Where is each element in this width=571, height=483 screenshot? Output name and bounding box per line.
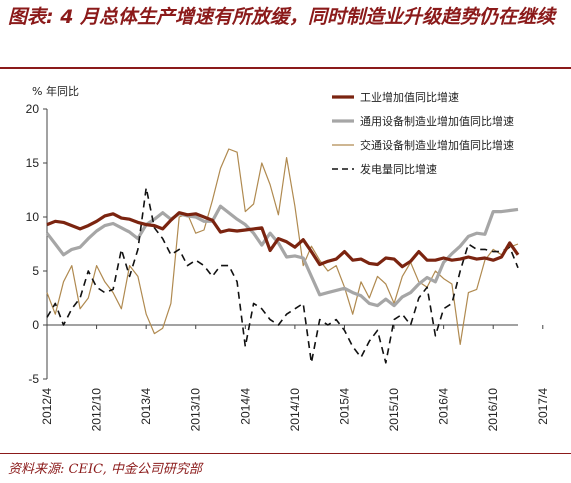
x-tick-label-1: 2012/10 — [90, 388, 104, 432]
chart-legend: 工业增加值同比增速通用设备制造业增加值同比增速交通设备制造业增加值同比增速发电量… — [332, 90, 514, 176]
y-tick-label-4: 15 — [26, 156, 40, 170]
series-line-1 — [45, 204, 519, 308]
x-tick-label-7: 2015/10 — [387, 388, 401, 432]
chart-axes: % 年同比 -5 0 5 10 15 20 2012/4 2012/10 2013/4 2013/1… — [26, 84, 550, 431]
source-note: 资料来源: CEIC, 中金公司研究部 — [8, 462, 202, 477]
legend-label-0: 工业增加值同比增速 — [360, 90, 459, 104]
x-tick-label-6: 2015/4 — [337, 388, 351, 425]
series-line-2 — [46, 148, 519, 345]
chart-title: 图表: 4 月总体生产增速有所放缓，同时制造业升级趋势仍在继续 — [8, 6, 556, 28]
y-tick-label-3: 10 — [26, 210, 40, 224]
y-tick-label-5: 20 — [26, 102, 40, 116]
x-tick-label-5: 2014/10 — [288, 388, 302, 432]
y-tick-label-1: 0 — [32, 318, 39, 332]
x-tick-label-10: 2017/4 — [536, 388, 550, 425]
x-tick-label-0: 2012/4 — [40, 388, 54, 425]
series-line-0 — [46, 211, 520, 269]
x-tick-label-8: 2016/4 — [437, 388, 451, 425]
y-unit-label: % 年同比 — [32, 84, 79, 98]
y-tick-label-0: -5 — [28, 372, 39, 386]
series-line-3 — [46, 187, 519, 364]
y-tick-label-2: 5 — [32, 264, 39, 278]
legend-label-1: 通用设备制造业增加值同比增速 — [360, 114, 514, 128]
x-tick-label-2: 2013/4 — [139, 388, 153, 425]
title-rule — [0, 67, 571, 69]
source-rule — [0, 453, 571, 454]
legend-label-3: 发电量同比增速 — [360, 162, 437, 176]
legend-label-2: 交通设备制造业增加值同比增速 — [360, 138, 514, 152]
x-tick-label-3: 2013/10 — [189, 388, 203, 432]
x-tick-label-9: 2016/10 — [486, 388, 500, 432]
chart-series-layer — [45, 148, 520, 364]
x-tick-label-4: 2014/4 — [238, 388, 252, 425]
